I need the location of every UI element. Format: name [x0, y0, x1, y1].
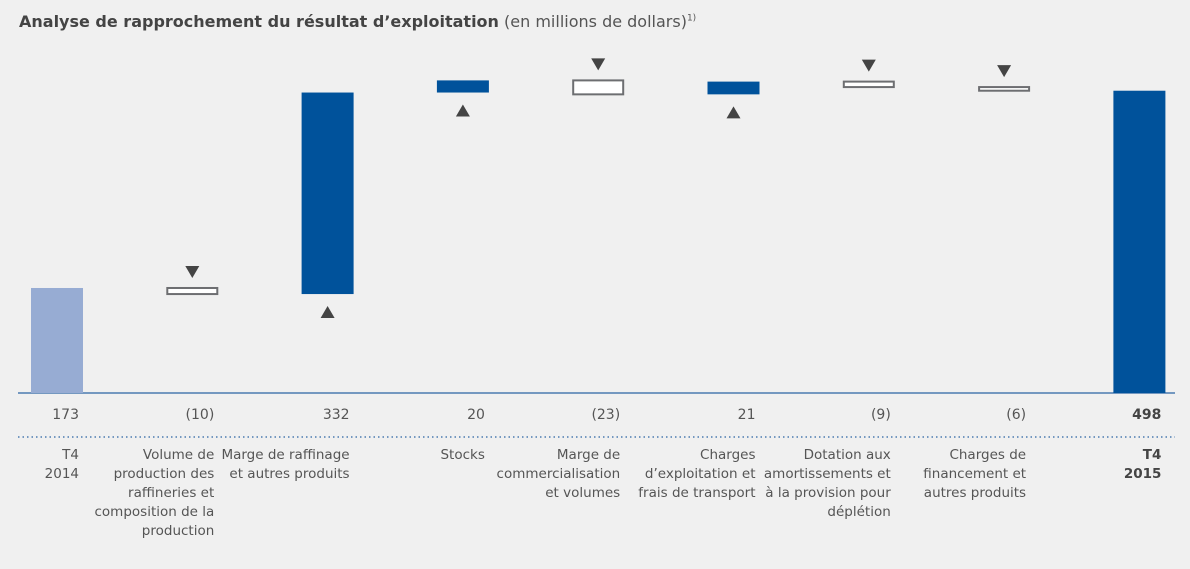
- value-label: 332: [322, 407, 350, 423]
- chart-title: Analyse de rapprochement du résultat d’e…: [19, 12, 499, 31]
- x-tick-label: T4 2014: [44, 447, 79, 482]
- down-arrow: [861, 59, 876, 72]
- value-label: (6): [1006, 407, 1027, 423]
- down-arrow: [591, 58, 606, 71]
- bar: [572, 79, 625, 96]
- down-arrow: [997, 65, 1012, 78]
- bar: [301, 92, 354, 295]
- bar: [842, 80, 895, 89]
- chart-title-block: Analyse de rapprochement du résultat d’e…: [19, 12, 696, 31]
- x-tick-label: T4 2015: [1123, 447, 1162, 482]
- up-arrow: [455, 104, 470, 117]
- x-tick-label: Dotation aux amortissements et à la prov…: [763, 447, 891, 520]
- bar: [978, 86, 1031, 92]
- up-arrow: [320, 306, 335, 319]
- value-label: 20: [467, 407, 485, 423]
- bar: [1113, 90, 1166, 394]
- value-label: (10): [185, 407, 215, 423]
- chart-subtitle: (en millions de dollars): [504, 12, 687, 31]
- value-label: (9): [870, 407, 891, 423]
- x-tick-label: Charges d’exploitation et frais de trans…: [638, 447, 756, 501]
- down-arrow: [185, 265, 200, 278]
- bar: [166, 286, 219, 296]
- value-label: 173: [52, 407, 79, 423]
- x-tick-label: Stocks: [440, 447, 485, 463]
- value-label: (23): [591, 407, 621, 423]
- bar: [707, 81, 760, 95]
- value-label: 498: [1132, 407, 1162, 423]
- bar: [436, 80, 489, 93]
- x-tick-label: Marge de commercialisation et volumes: [496, 447, 621, 501]
- value-label: 21: [737, 407, 756, 423]
- x-tick-label: Charges de financement et autres produit…: [923, 447, 1027, 501]
- footnote-marker: 1): [686, 13, 697, 24]
- x-tick-label: Volume de production des raffineries et …: [94, 447, 215, 539]
- x-tick-label: Marge de raffinage et autres produits: [221, 447, 350, 482]
- bar: [31, 287, 83, 393]
- up-arrow: [726, 106, 741, 119]
